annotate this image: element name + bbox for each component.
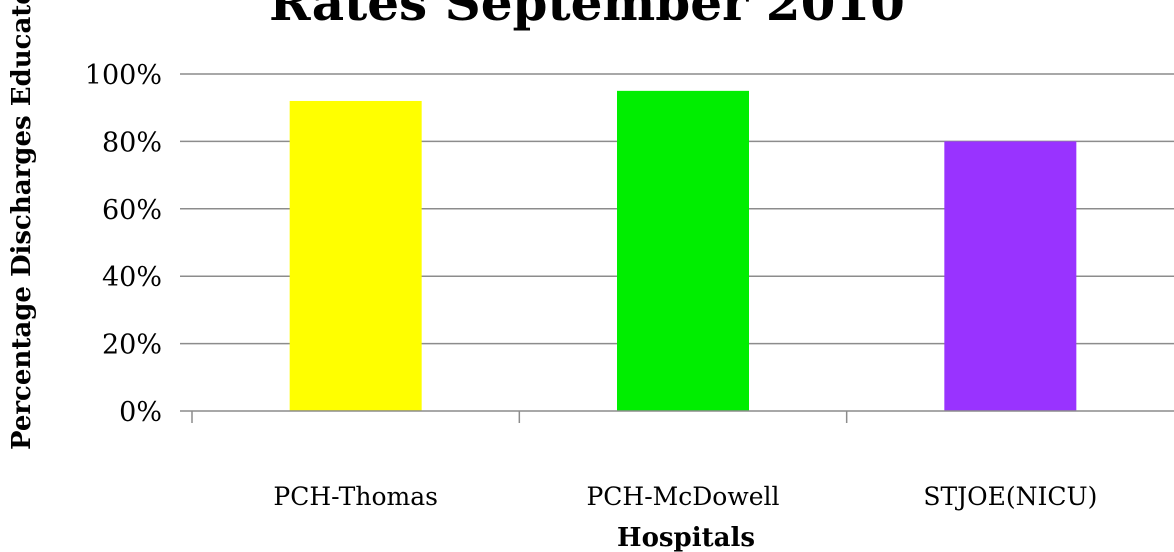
y-tick-label: 40% [102, 262, 162, 293]
y-tick-label: 20% [102, 330, 162, 361]
y-tick-label: 60% [102, 195, 162, 226]
x-axis-label: Hospitals [617, 523, 755, 552]
x-axis [180, 410, 1174, 423]
chart-title: Rates September 2010 [269, 0, 905, 32]
x-axis-categories: PCH-Thomas PCH-McDowell STJOE(NICU) [273, 482, 1097, 511]
x-category-label: PCH-McDowell [586, 482, 779, 511]
y-tick-label: 80% [102, 127, 162, 158]
bar-pch-thomas [289, 100, 422, 412]
y-axis-ticks: 0% 20% 40% 60% 80% 100% [85, 60, 162, 428]
bars [289, 90, 1077, 412]
bar-pch-mcdowell [617, 90, 749, 411]
y-axis-label: Percentage Discharges Educated [7, 0, 37, 450]
bar-stjoe-nicu [944, 141, 1077, 411]
y-tick-label: 0% [119, 397, 162, 428]
y-tick-label: 100% [85, 60, 162, 91]
x-category-label: STJOE(NICU) [923, 482, 1097, 511]
x-category-label: PCH-Thomas [273, 482, 438, 511]
